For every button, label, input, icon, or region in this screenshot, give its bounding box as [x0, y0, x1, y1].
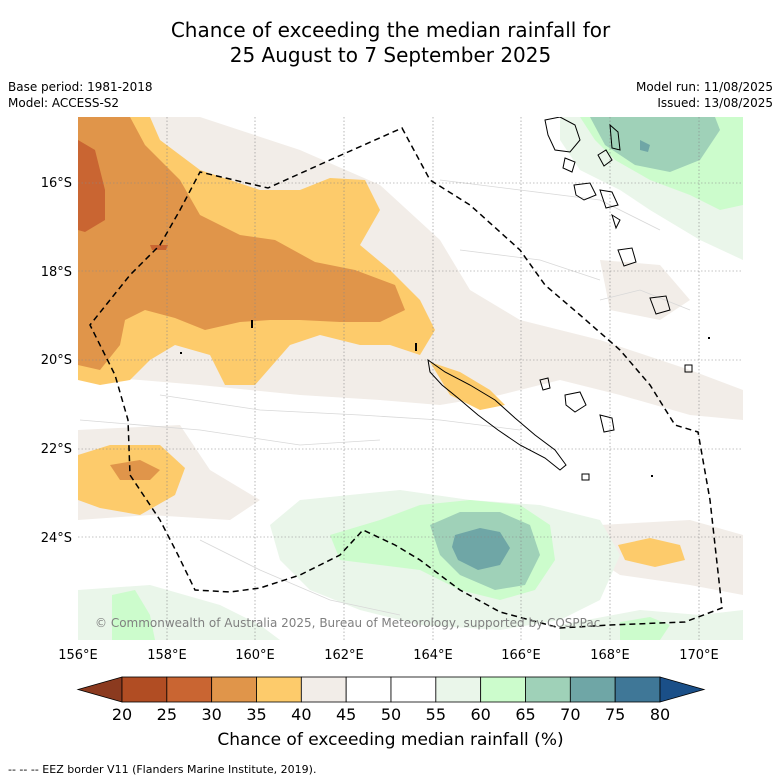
latitude-labels: 16°S 18°S 20°S 22°S 24°S [41, 176, 72, 546]
colorbar-bin-65-70 [525, 676, 571, 703]
colorbar-tick-35: 35 [246, 705, 266, 724]
lat-label-20s: 20°S [41, 353, 72, 368]
green-region-bottom-right [620, 617, 670, 640]
eez-border [89, 127, 723, 629]
colorbar-bin-20-25 [121, 676, 168, 703]
lat-label-24s: 24°S [41, 531, 72, 546]
isle-of-pines [581, 473, 590, 481]
colorbar-tick-65: 65 [515, 705, 535, 724]
colorbar-bin-35-40 [256, 676, 302, 703]
orange-region-main [78, 117, 405, 370]
title-line-1: Chance of exceeding the median rainfall … [170, 18, 611, 42]
lon-label-156e: 156°E [58, 648, 98, 663]
colorbar-tick-70: 70 [560, 705, 580, 724]
lat-label-16s: 16°S [41, 176, 72, 191]
colorbar: 20 25 30 35 40 45 50 55 60 65 70 75 80 [76, 676, 706, 724]
colorbar-extend-high [659, 676, 706, 703]
lon-label-166e: 166°E [501, 648, 541, 663]
title-line-2: 25 August to 7 September 2025 [229, 43, 552, 67]
green-region-bottom-left [112, 590, 155, 640]
meta-right: Model run: 11/08/2025 Issued: 13/08/2025 [636, 79, 773, 111]
colorbar-tick-45: 45 [336, 705, 356, 724]
model-run: Model run: 11/08/2025 [635, 80, 773, 94]
orange-region-west [110, 460, 160, 480]
colorbar-bin-70-75 [569, 676, 616, 703]
light-orange-region-southeast [618, 538, 685, 567]
colorbar-bin-75-80 [614, 676, 661, 703]
lon-label-162e: 162°E [324, 648, 364, 663]
map-panel: © Commonwealth of Australia 2025, Bureau… [78, 117, 743, 640]
dark-teal-region-south [452, 528, 510, 570]
colorbar-bin-40-45 [300, 676, 347, 703]
colorbar-tick-25: 25 [157, 705, 177, 724]
lat-label-22s: 22°S [41, 442, 72, 457]
lon-label-160e: 160°E [235, 648, 275, 663]
colorbar-tick-20: 20 [112, 705, 132, 724]
lon-label-158e: 158°E [147, 648, 187, 663]
reef-marks [180, 320, 710, 477]
graticule [78, 117, 743, 640]
dark-orange-region [78, 140, 105, 232]
chart-title: Chance of exceeding the median rainfall … [0, 18, 781, 68]
meta-left: Base period: 1981-2018 Model: ACCESS-S2 [8, 79, 153, 111]
colorbar-tick-50: 50 [381, 705, 401, 724]
colorbar-tick-30: 30 [201, 705, 221, 724]
colorbar-tick-75: 75 [605, 705, 625, 724]
colorbar-bin-30-35 [211, 676, 257, 703]
colorbar-tick-80: 80 [650, 705, 670, 724]
colorbar-bin-45-50 [345, 676, 392, 703]
colorbar-tick-60: 60 [470, 705, 490, 724]
eez-footnote: -- -- -- EEZ border V11 (Flanders Marine… [8, 763, 317, 776]
model-name: Model: ACCESS-S2 [8, 96, 120, 110]
colorbar-bin-55-60 [435, 676, 482, 703]
colorbar-bin-60-65 [480, 676, 526, 703]
colorbar-bin-25-30 [166, 676, 213, 703]
colorbar-extend-low [76, 676, 123, 703]
lon-label-168e: 168°E [590, 648, 630, 663]
colorbar-tick-55: 55 [426, 705, 446, 724]
colorbar-tick-40: 40 [291, 705, 311, 724]
lat-label-18s: 18°S [41, 265, 72, 280]
longitude-labels: 156°E 158°E 160°E 162°E 164°E 166°E 168°… [58, 648, 719, 663]
teal-region-northeast [590, 117, 720, 172]
lon-label-164e: 164°E [413, 648, 453, 663]
issued-date: Issued: 13/08/2025 [657, 96, 773, 110]
contour-lines [79, 179, 691, 616]
new-caledonia-island [427, 358, 567, 471]
dark-orange-spot [150, 245, 168, 250]
lon-label-170e: 170°E [679, 648, 719, 663]
vanuatu-islands [544, 117, 693, 373]
colorbar-label: Chance of exceeding median rainfall (%) [217, 730, 564, 750]
beige-region-top-right [600, 260, 690, 320]
dark-teal-spot-northeast [640, 140, 650, 152]
colorbar-bin-50-55 [390, 676, 437, 703]
base-period: Base period: 1981-2018 [8, 80, 153, 94]
loyalty-islands [539, 377, 615, 433]
copyright-notice: © Commonwealth of Australia 2025, Bureau… [95, 616, 600, 630]
